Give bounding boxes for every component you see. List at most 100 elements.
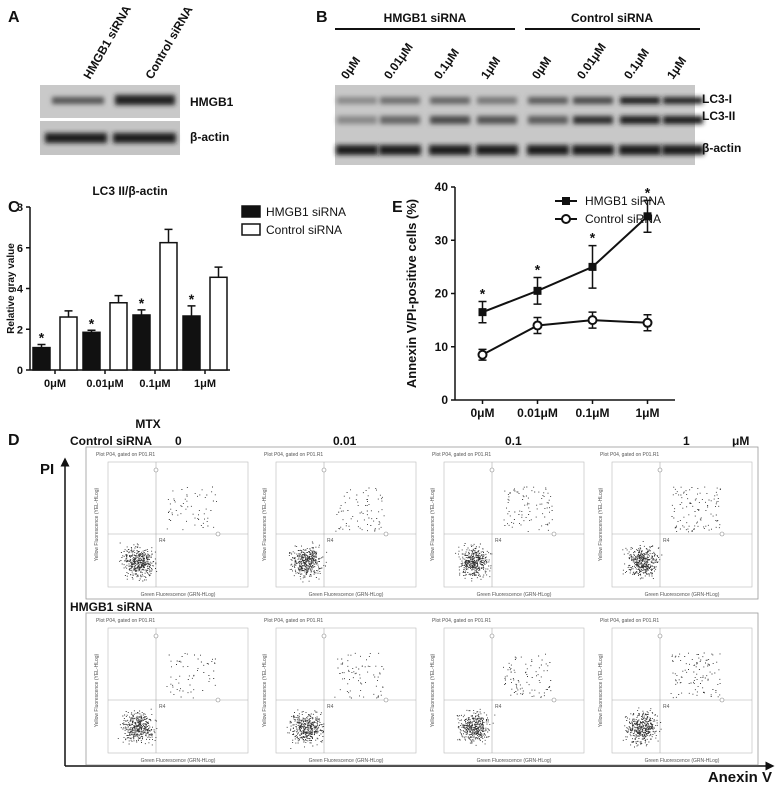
- error-bar: [137, 309, 146, 315]
- y-tick-label: 40: [435, 180, 449, 194]
- error-bar: [37, 343, 46, 348]
- panel-label: D: [8, 432, 20, 449]
- legend-label: Control siRNA: [266, 223, 342, 237]
- lane-label: 1μM: [664, 54, 689, 82]
- plot-area: [611, 627, 753, 754]
- group-label: Control siRNA: [571, 11, 653, 25]
- x-tick-label: 1μM: [194, 378, 216, 390]
- region-label: R4: [495, 538, 502, 544]
- band: [620, 116, 660, 124]
- band: [379, 145, 421, 155]
- gate-handle: [215, 531, 221, 537]
- plot-y-label: Yellow Fluorescence (YEL-HLog): [430, 487, 436, 561]
- dose-label: 0.1: [505, 434, 522, 448]
- plot-title: Plot P04, gated on P01.R1: [264, 452, 323, 458]
- events: [455, 486, 553, 582]
- bar: [209, 276, 228, 371]
- plot-title: Plot P04, gated on P01.R1: [96, 452, 155, 458]
- plot-x-label: Green Fluorescence (GRN-HLog): [645, 592, 720, 598]
- gate-handle: [383, 531, 389, 537]
- region-label: R4: [159, 538, 166, 544]
- band: [477, 116, 517, 124]
- significance: *: [645, 184, 651, 200]
- lane-label: Control siRNA: [142, 3, 195, 81]
- unit-label: μM: [732, 434, 749, 448]
- plot-title: Plot P04, gated on P01.R1: [600, 452, 659, 458]
- marker: [642, 317, 653, 328]
- charts: LC3 II/β-actin Relative gray value 0 2 4 6 8 0μ…: [6, 180, 675, 420]
- marker: [643, 212, 652, 221]
- region-label: R4: [663, 538, 670, 544]
- panel-label: E: [392, 199, 403, 216]
- treatment-label: MTX: [135, 417, 160, 431]
- band: [336, 145, 378, 155]
- bar: [182, 315, 201, 371]
- bar: [32, 346, 51, 371]
- lane-label: 0.01μM: [381, 40, 416, 81]
- lane-label: 0.1μM: [431, 46, 462, 82]
- dose-label: 0.01: [333, 434, 357, 448]
- y-tick-label: 4: [17, 284, 24, 296]
- error-bar: [114, 294, 123, 303]
- plot-area: [275, 627, 417, 754]
- gate-handle: [657, 633, 663, 639]
- band-label: HMGB1: [190, 95, 234, 109]
- dose-label: 1: [683, 434, 690, 448]
- marker: [477, 349, 488, 360]
- x-tick-label: 1μM: [635, 406, 659, 420]
- marker: [478, 308, 487, 317]
- y-tick-label: 20: [435, 287, 449, 301]
- plot-area: [275, 461, 417, 588]
- band: [572, 145, 614, 155]
- plot-area: [611, 461, 753, 588]
- band: [477, 97, 517, 104]
- band-label: β-actin: [702, 141, 741, 155]
- events: [622, 486, 721, 580]
- events: [456, 653, 552, 746]
- significance: *: [480, 285, 486, 301]
- lane-label: 0μM: [529, 54, 554, 82]
- line: [482, 319, 648, 356]
- gate-handle: [153, 467, 159, 473]
- plot-y-label: Yellow Fluorescence (YEL-HLog): [262, 653, 268, 727]
- error-bar: [164, 228, 173, 243]
- gate-handle: [551, 531, 557, 537]
- y-tick-label: 2: [17, 324, 23, 336]
- events: [119, 486, 217, 582]
- axis-label: Anexin V: [708, 769, 772, 786]
- marker: [533, 286, 542, 295]
- y-tick-label: 10: [435, 340, 449, 354]
- row-label: Control siRNA: [70, 434, 152, 448]
- band: [528, 97, 568, 104]
- axis-label: PI: [40, 461, 54, 478]
- significance: *: [139, 295, 145, 311]
- line: [482, 215, 649, 314]
- band: [620, 97, 660, 104]
- band: [430, 97, 470, 104]
- band: [429, 145, 471, 155]
- significance: *: [590, 230, 596, 246]
- plot-title: Plot P04, gated on P01.R1: [264, 618, 323, 624]
- gate-handle: [719, 697, 725, 703]
- legend-label: HMGB1 siRNA: [266, 205, 346, 219]
- x-tick-label: 0μM: [470, 406, 494, 420]
- plot-x-label: Green Fluorescence (GRN-HLog): [141, 592, 216, 598]
- band: [573, 97, 613, 104]
- x-tick-label: 0μM: [44, 378, 66, 390]
- plot-y-label: Yellow Fluorescence (YEL-HLog): [94, 653, 100, 727]
- y-tick-label: 30: [435, 233, 449, 247]
- significance: *: [535, 262, 541, 278]
- x-tick-label: 0.01μM: [86, 378, 123, 390]
- band: [662, 145, 704, 155]
- events: [117, 653, 216, 746]
- legend-label: Control siRNA: [585, 212, 661, 226]
- region-label: R4: [327, 704, 334, 710]
- blot: [335, 85, 704, 165]
- gate-handle: [657, 467, 663, 473]
- row-label: HMGB1 siRNA: [70, 600, 153, 614]
- bar: [109, 302, 128, 371]
- plot-y-label: Yellow Fluorescence (YEL-HLog): [598, 487, 604, 561]
- gate-handle: [489, 467, 495, 473]
- y-axis-label: Annexin V/PI-positive cells (%): [404, 199, 419, 388]
- error-bar: [64, 310, 73, 318]
